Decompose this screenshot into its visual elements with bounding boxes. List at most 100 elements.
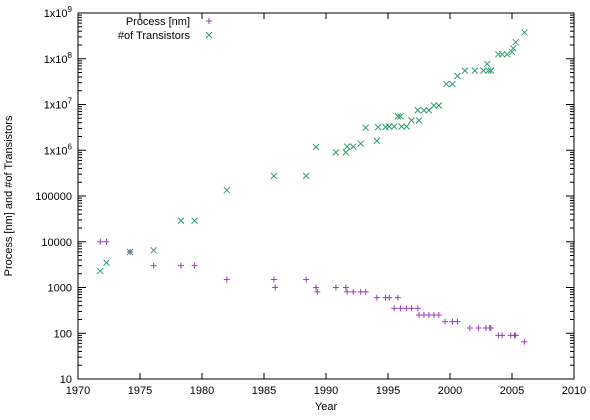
process-point	[454, 318, 461, 325]
process-point	[521, 338, 528, 345]
transistor-point	[223, 186, 231, 194]
process-point	[191, 262, 198, 269]
transistor-point	[442, 80, 450, 88]
process-point	[177, 262, 184, 269]
legend-cross-marker	[205, 31, 213, 39]
transistor-point	[414, 106, 422, 114]
process-point	[150, 262, 157, 269]
transistor-point	[343, 143, 351, 150]
x-tick-label: 1970	[66, 385, 90, 397]
process-point	[487, 325, 494, 332]
legend-marker-process	[206, 18, 212, 24]
process-point	[442, 318, 449, 325]
transistor-point	[512, 38, 520, 46]
transistor-point	[349, 143, 357, 150]
transistor-point	[332, 148, 340, 156]
transistor-point	[485, 67, 492, 74]
data-points	[96, 29, 528, 345]
y-tick-label: 1x107	[44, 97, 73, 112]
transistor-point	[374, 123, 382, 131]
x-tick-label: 1980	[190, 385, 214, 397]
x-tick-label: 2005	[500, 385, 524, 397]
legend-plus-marker	[206, 18, 212, 24]
y-tick-label: 10	[60, 374, 72, 386]
transistor-point	[385, 123, 393, 130]
process-point	[332, 284, 339, 291]
process-point	[414, 305, 421, 312]
transistor-point	[397, 113, 404, 120]
x-axis-label: Year	[315, 401, 338, 413]
process-point	[512, 332, 519, 339]
transistor-point	[480, 67, 487, 74]
process-point	[97, 238, 104, 245]
y-tick-label: 100000	[35, 191, 72, 203]
transistor-point	[471, 67, 479, 74]
process-point	[466, 325, 473, 332]
transistor-point	[270, 172, 278, 180]
y-tick-label: 10000	[41, 237, 72, 249]
x-tick-label: 2000	[438, 385, 462, 397]
transistor-point	[483, 60, 491, 68]
transistor-point	[420, 106, 428, 114]
process-point	[499, 332, 506, 339]
y-axis: 10 100 1000 10000 100000 1x106 1x107 1x108 1x109	[35, 5, 574, 386]
transistor-point	[302, 172, 310, 180]
process-point	[303, 276, 310, 283]
legend: Process [nm] #of Transistors	[118, 16, 213, 42]
transistor-point	[435, 102, 443, 109]
process-point	[435, 312, 442, 319]
process-point	[397, 305, 404, 312]
x-tick-label: 1995	[376, 385, 400, 397]
process-point	[394, 294, 401, 301]
transistor-point	[430, 102, 438, 109]
transistor-point	[177, 217, 185, 224]
process-point	[223, 276, 230, 283]
process-point	[362, 288, 369, 295]
y-tick-label: 1x108	[44, 51, 73, 66]
transistor-point	[415, 117, 423, 124]
transistor-point	[126, 248, 134, 256]
process-point	[350, 288, 357, 295]
x-tick-label: 2010	[562, 385, 586, 397]
transistor-point	[394, 113, 402, 120]
transistor-point	[398, 123, 405, 130]
transistor-point	[342, 148, 350, 156]
process-point	[272, 284, 279, 291]
transistor-point	[390, 123, 398, 130]
legend-label-transistors: #of Transistors	[118, 30, 191, 42]
transistor-point	[521, 29, 528, 36]
legend-marker-transistors	[205, 31, 213, 39]
transistor-point	[96, 267, 104, 275]
transistor-point	[503, 50, 511, 58]
transistor-point	[449, 80, 456, 88]
process-point	[270, 276, 277, 283]
transistor-point	[312, 143, 320, 151]
transistor-point	[403, 123, 410, 130]
transistor-point	[509, 44, 517, 52]
y-axis-label: Process [nm] and #of Transistors	[3, 115, 15, 276]
transistor-point	[373, 137, 381, 145]
transistor-point	[357, 140, 365, 147]
x-tick-label: 1975	[128, 385, 152, 397]
x-tick-label: 1985	[252, 385, 276, 397]
transistor-point	[461, 67, 469, 74]
plot-frame	[77, 12, 575, 380]
y-tick-label: 1x109	[44, 5, 73, 20]
process-point	[391, 305, 398, 312]
process-point	[475, 325, 482, 332]
transistor-point	[150, 246, 157, 254]
transistor-point	[408, 117, 415, 124]
transistor-point	[498, 50, 506, 58]
transistor-point	[103, 259, 110, 266]
x-tick-label: 1990	[314, 385, 338, 397]
process-point	[344, 288, 351, 295]
process-point	[408, 305, 415, 312]
x-axis: 1970 1975 1980 1985 1990 1995 2000 2005 2010	[66, 13, 586, 397]
transistor-point	[508, 48, 516, 56]
transistor-point	[191, 217, 198, 224]
process-point	[313, 284, 320, 291]
process-point	[314, 288, 321, 295]
process-point	[386, 294, 393, 301]
process-point	[373, 294, 380, 301]
